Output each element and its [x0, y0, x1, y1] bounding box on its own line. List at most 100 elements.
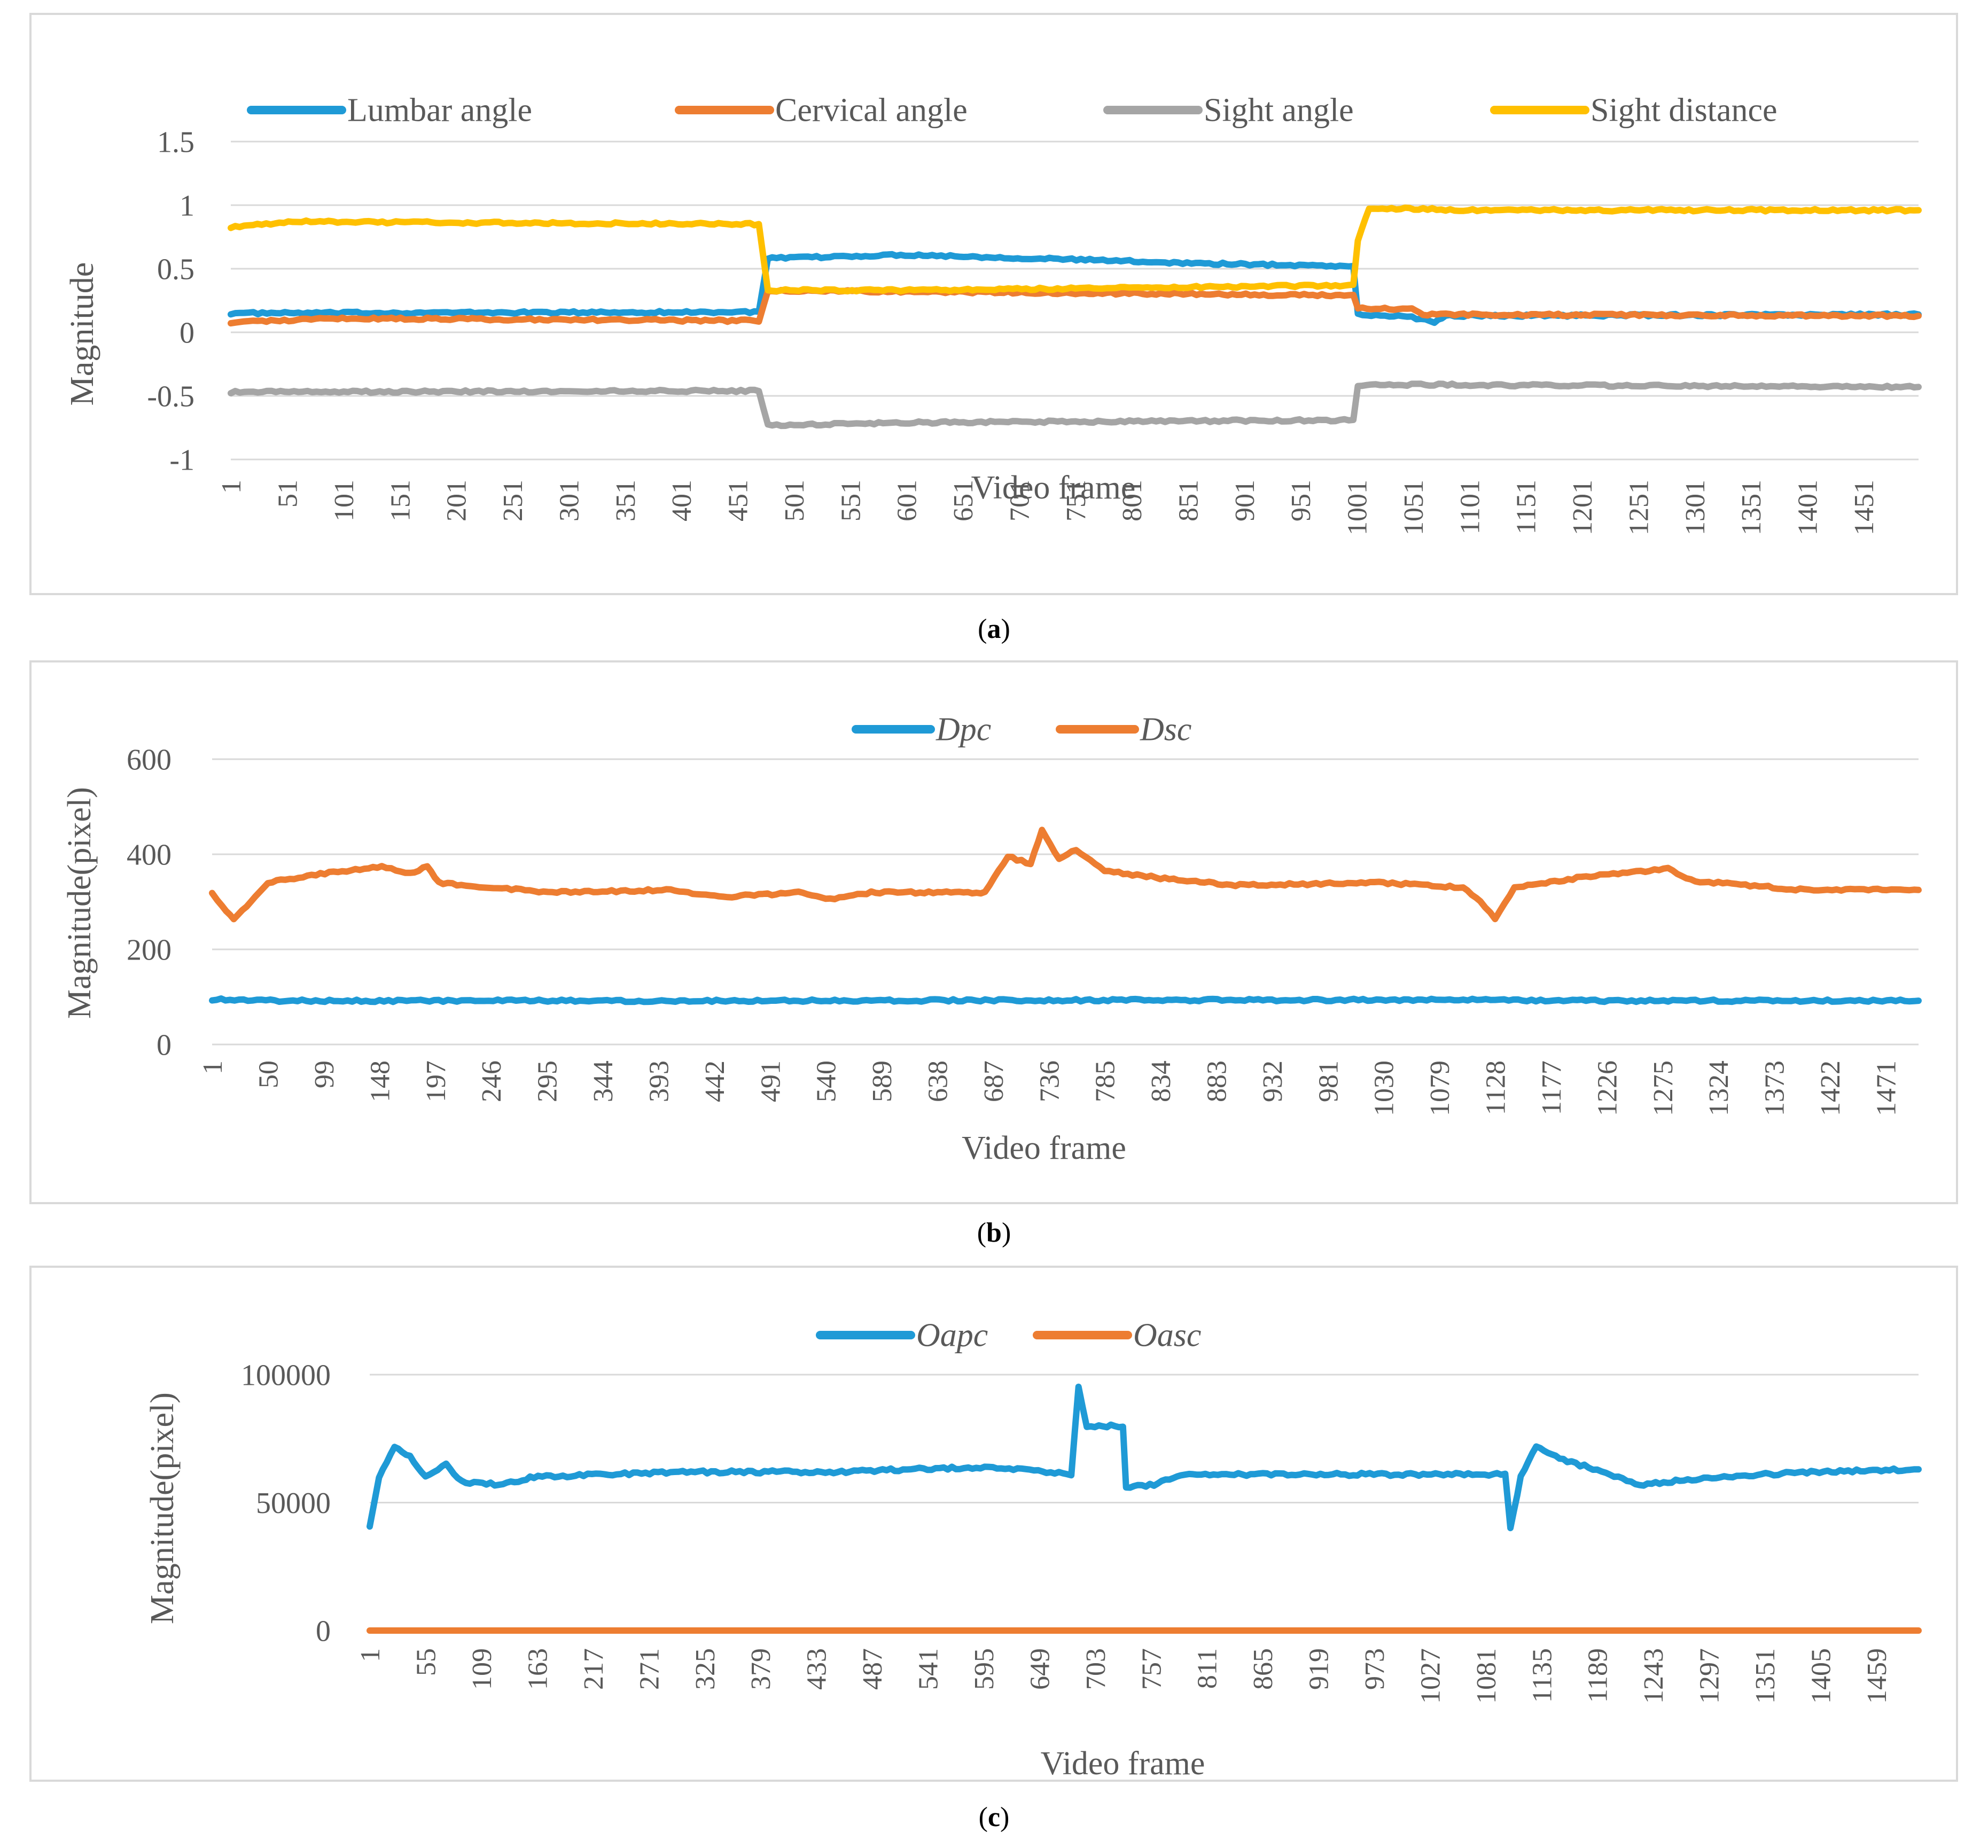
x-tick-label-c-14: 757: [1136, 1648, 1167, 1690]
y-tick-label-c-2: 0: [316, 1615, 331, 1648]
x-tick-label-a-26: 1301: [1680, 480, 1711, 535]
series-line-a-cervical-angle: [228, 286, 1922, 327]
y-tick-label-a-3: 0: [180, 317, 194, 350]
x-tick-label-c-9: 487: [857, 1648, 888, 1690]
x-tick-label-c-16: 865: [1248, 1648, 1278, 1690]
legend-label-a-3: Sight distance: [1591, 92, 1777, 128]
chart-panel-a: 1.5 1 0.5 0 -0.5 -1 1 51 101 151 201 251 301 351 401 45…: [29, 13, 1958, 595]
x-tick-label-b-29: 1422: [1815, 1061, 1846, 1116]
y-tick-label-b-1: 400: [127, 839, 171, 872]
x-tick-label-b-20: 981: [1313, 1061, 1344, 1102]
x-tick-label-b-4: 197: [421, 1061, 451, 1102]
legend-label-c-1: Oasc: [1133, 1317, 1201, 1353]
x-tick-label-a-15: 751: [1061, 480, 1092, 521]
x-tick-label-b-7: 344: [588, 1061, 619, 1102]
x-tick-label-b-5: 246: [477, 1061, 507, 1102]
x-tick-label-a-28: 1401: [1793, 480, 1823, 535]
y-tick-label-a-5: -1: [169, 444, 194, 477]
chart-c-svg: 100000 50000 0 1 55 109 163 217 271 325 379 433 487 5…: [144, 1317, 1922, 1782]
y-tick-label-c-1: 50000: [256, 1487, 331, 1520]
caption-c-letter: c: [987, 1802, 1001, 1833]
caption-c: (c): [0, 1802, 1988, 1833]
caption-a-open: (: [978, 614, 987, 644]
y-tick-label-a-1: 1: [180, 190, 194, 223]
x-tick-label-b-16: 785: [1090, 1061, 1121, 1102]
x-tick-label-a-10: 501: [779, 480, 810, 521]
x-tick-label-b-14: 687: [979, 1061, 1009, 1102]
x-tick-label-b-30: 1471: [1871, 1061, 1901, 1116]
x-tick-label-b-21: 1030: [1369, 1061, 1400, 1116]
x-tick-label-a-13: 651: [948, 480, 979, 521]
x-tick-label-b-19: 932: [1258, 1061, 1288, 1102]
x-tick-label-b-18: 883: [1202, 1061, 1233, 1102]
x-tick-label-b-9: 442: [700, 1061, 730, 1102]
x-tick-label-a-0: 1: [216, 480, 247, 494]
legend-label-b-1: Dsc: [1140, 711, 1191, 747]
x-tick-label-a-25: 1251: [1624, 480, 1654, 535]
y-tick-label-b-3: 0: [157, 1029, 171, 1062]
x-tick-label-c-24: 1297: [1695, 1648, 1725, 1704]
x-tick-label-a-9: 451: [723, 480, 754, 521]
x-tick-label-c-2: 109: [467, 1648, 497, 1690]
series-line-a-sight-angle: [228, 380, 1922, 430]
y-axis-label-b: Magnitude(pixel): [61, 787, 98, 1019]
x-tick-label-c-6: 325: [690, 1648, 721, 1690]
y-tick-label-a-4: -0.5: [147, 380, 194, 414]
x-tick-label-b-11: 540: [812, 1061, 842, 1102]
y-tick-label-b-2: 200: [127, 934, 171, 967]
series-line-b-dpc: [209, 995, 1922, 1005]
x-tick-label-c-17: 919: [1304, 1648, 1335, 1690]
caption-c-close: ): [1000, 1802, 1010, 1833]
x-tick-label-a-16: 801: [1117, 480, 1148, 521]
x-tick-label-c-22: 1189: [1583, 1648, 1613, 1703]
x-tick-label-c-18: 973: [1360, 1648, 1390, 1690]
caption-b-close: ): [1001, 1218, 1011, 1248]
x-tick-label-c-23: 1243: [1639, 1648, 1669, 1704]
x-tick-label-c-12: 649: [1025, 1648, 1055, 1690]
x-tick-label-b-0: 1: [198, 1061, 228, 1074]
x-tick-label-c-7: 379: [746, 1648, 776, 1690]
x-tick-label-a-8: 401: [667, 480, 697, 521]
x-tick-label-c-10: 541: [914, 1648, 944, 1690]
x-tick-label-a-17: 851: [1173, 480, 1204, 521]
x-axis-label-b: Video frame: [962, 1130, 1126, 1166]
caption-b: (b): [0, 1217, 1988, 1249]
x-tick-label-a-4: 201: [442, 480, 472, 521]
x-tick-label-b-1: 50: [254, 1061, 284, 1088]
x-tick-label-a-22: 1101: [1455, 480, 1485, 534]
x-tick-label-a-12: 601: [892, 480, 923, 521]
chart-panel-b: 600 400 200 0 1 50 99 148 197 246 295 344 393 442 491 5…: [29, 660, 1958, 1204]
x-tick-label-c-3: 163: [523, 1648, 553, 1690]
caption-a: (a): [0, 613, 1988, 645]
x-tick-label-a-1: 51: [273, 480, 303, 508]
x-tick-label-a-23: 1151: [1511, 480, 1542, 534]
x-tick-label-b-6: 295: [533, 1061, 563, 1102]
legend-label-a-1: Cervical angle: [775, 92, 968, 128]
x-tick-label-c-25: 1351: [1750, 1648, 1781, 1704]
x-tick-label-c-27: 1459: [1862, 1648, 1892, 1704]
x-tick-label-a-19: 951: [1286, 480, 1316, 521]
x-tick-label-a-24: 1201: [1568, 480, 1598, 535]
caption-b-letter: b: [986, 1218, 1002, 1248]
y-tick-label-c-0: 100000: [241, 1359, 331, 1392]
x-tick-label-b-12: 589: [867, 1061, 898, 1102]
x-tick-label-c-26: 1405: [1806, 1648, 1836, 1704]
x-tick-label-c-4: 217: [579, 1648, 609, 1690]
x-tick-label-b-15: 736: [1034, 1061, 1065, 1102]
x-tick-label-a-20: 1001: [1343, 480, 1373, 535]
series-line-b-dsc: [209, 826, 1922, 923]
x-tick-label-c-19: 1027: [1415, 1648, 1446, 1704]
caption-a-close: ): [1001, 614, 1010, 644]
series-line-a-sight-distance: [228, 204, 1922, 295]
x-tick-label-a-21: 1051: [1399, 480, 1429, 535]
y-axis-label-a: Magnitude: [64, 262, 100, 406]
x-tick-label-c-11: 595: [969, 1648, 1000, 1690]
x-tick-label-c-5: 271: [634, 1648, 665, 1690]
y-tick-label-a-0: 1.5: [157, 126, 194, 159]
x-axis-label-c: Video frame: [1041, 1745, 1205, 1782]
chart-panel-c: 100000 50000 0 1 55 109 163 217 271 325 379 433 487 5…: [29, 1266, 1958, 1782]
x-tick-label-b-8: 393: [644, 1061, 674, 1102]
x-tick-label-b-10: 491: [755, 1061, 786, 1102]
chart-a-svg: 1.510.50-0.5-11 51 101 151 201 251 301 351 401 45…: [64, 92, 1922, 535]
legend-label-c-0: Oapc: [916, 1317, 988, 1353]
